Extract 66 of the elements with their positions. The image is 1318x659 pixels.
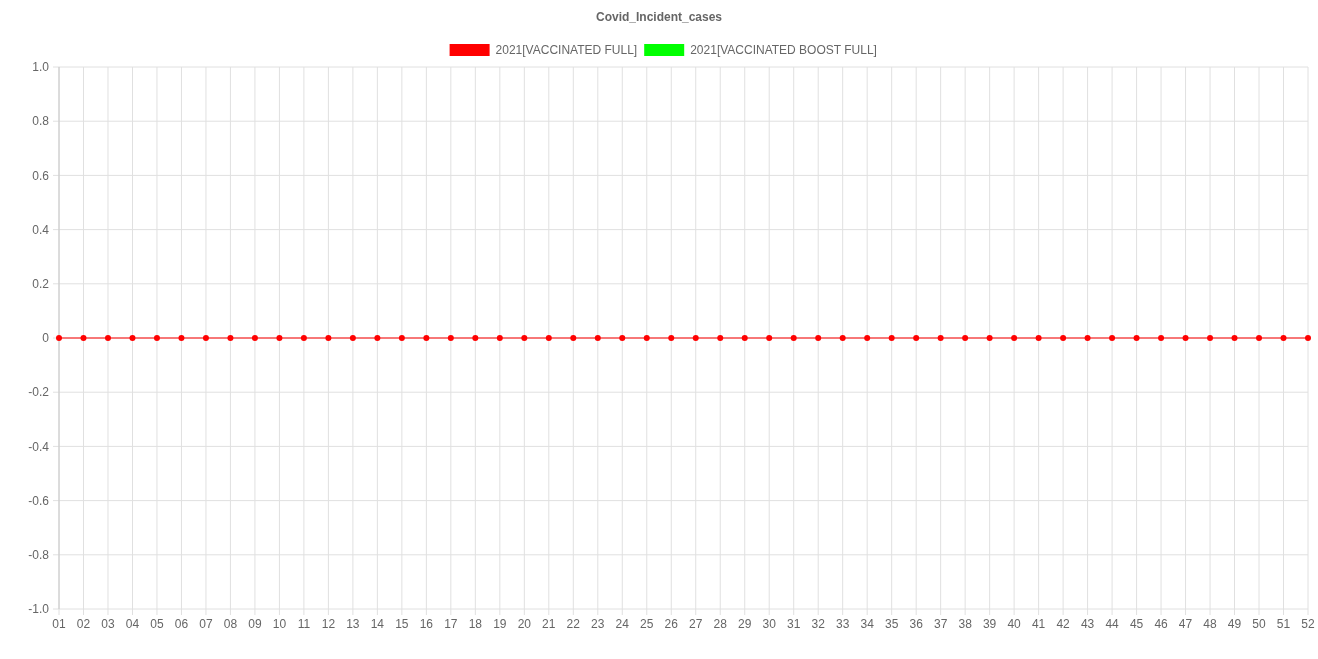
x-tick-label: 10 — [272, 617, 287, 631]
x-tick-label: 05 — [150, 617, 164, 631]
x-tick-label: 02 — [76, 617, 91, 631]
x-tick-label: 52 — [1301, 617, 1315, 631]
x-tick-label: 39 — [982, 617, 997, 631]
x-tick-label: 07 — [199, 617, 213, 631]
x-tick-label: 14 — [370, 617, 385, 631]
x-tick-label: 48 — [1203, 617, 1218, 631]
x-tick-label: 03 — [101, 617, 115, 631]
y-tick-label: -0.8 — [28, 548, 50, 562]
x-tick-label: 22 — [566, 617, 581, 631]
x-tick-label: 29 — [738, 617, 752, 631]
x-tick-label: 46 — [1154, 617, 1169, 631]
x-tick-label: 16 — [419, 617, 434, 631]
y-tick-label: 0.2 — [32, 277, 50, 291]
x-tick-label: 32 — [811, 617, 826, 631]
y-tick-label: -0.2 — [28, 385, 50, 400]
x-tick-label: 21 — [542, 617, 556, 631]
x-tick-label: 09 — [248, 617, 262, 631]
x-tick-label: 12 — [321, 617, 336, 631]
x-tick-label: 24 — [615, 617, 630, 631]
x-tick-label: 06 — [174, 617, 189, 631]
x-tick-label: 13 — [346, 617, 360, 631]
y-tick-label: -1.0 — [28, 602, 50, 617]
x-tick-label: 08 — [223, 617, 238, 631]
x-tick-label: 28 — [713, 617, 728, 631]
x-tick-label: 25 — [640, 617, 654, 631]
x-tick-label: 50 — [1252, 617, 1267, 631]
y-tick-label: 1.0 — [32, 60, 50, 75]
chart-title: Covid_Incident_cases — [595, 10, 723, 24]
x-tick-label: 49 — [1227, 617, 1242, 631]
y-tick-label: 0 — [42, 331, 50, 346]
x-tick-label: 19 — [493, 617, 507, 631]
x-tick-label: 20 — [517, 617, 532, 631]
x-tick-label: 26 — [664, 617, 679, 631]
x-tick-label: 38 — [958, 617, 973, 631]
x-tick-label: 31 — [787, 617, 801, 631]
x-tick-label: 30 — [762, 617, 777, 631]
x-tick-label: 23 — [591, 617, 605, 631]
x-tick-label: 44 — [1105, 617, 1120, 631]
x-tick-label: 04 — [125, 617, 140, 631]
y-tick-label: 0.4 — [32, 222, 50, 237]
legend-label: 2021[VACCINATED FULL] — [495, 43, 638, 58]
y-tick-label: -0.4 — [28, 439, 50, 454]
y-tick-label: 0.8 — [32, 114, 50, 129]
y-tick-label: 0.6 — [32, 168, 50, 183]
x-tick-label: 41 — [1031, 617, 1046, 631]
x-tick-label: 45 — [1129, 617, 1144, 631]
x-tick-label: 34 — [860, 617, 875, 631]
x-tick-label: 43 — [1080, 617, 1095, 631]
x-tick-label: 18 — [468, 617, 483, 631]
x-tick-label: 15 — [395, 617, 409, 631]
x-tick-label: 35 — [884, 617, 899, 631]
legend-label: 2021[VACCINATED BOOST FULL] — [690, 43, 877, 58]
x-tick-label: 37 — [933, 617, 948, 631]
x-tick-label: 42 — [1056, 617, 1071, 631]
x-tick-label: 36 — [909, 617, 924, 631]
x-tick-label: 17 — [444, 617, 458, 631]
x-tick-label: 40 — [1007, 617, 1022, 631]
x-tick-label: 27 — [689, 617, 703, 631]
x-tick-label: 01 — [52, 617, 66, 631]
y-tick-label: -0.6 — [28, 493, 50, 508]
x-tick-label: 47 — [1178, 617, 1193, 631]
x-tick-label: 51 — [1276, 617, 1291, 631]
x-tick-label: 11 — [297, 617, 311, 631]
x-tick-label: 33 — [836, 617, 850, 631]
